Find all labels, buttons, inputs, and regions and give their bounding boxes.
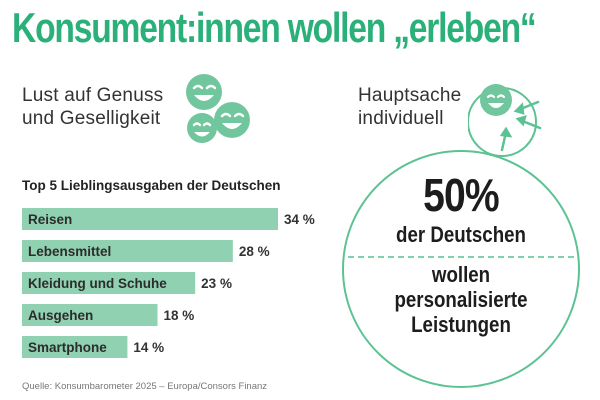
value-label-1: 28 %: [239, 244, 270, 259]
left-subtitle-line-1: Lust auf Genuss: [22, 85, 164, 106]
bar-0: [22, 208, 278, 230]
bar-1: [22, 240, 233, 262]
chart-title: Top 5 Lieblingsausgaben der Deutschen: [22, 178, 281, 193]
smiling-face-with-arrows-icon: [468, 84, 542, 157]
highlight-text-2: wollen personalisierte Leistungen: [360, 262, 562, 337]
right-subtitle: Hauptsache individuell: [358, 84, 461, 130]
value-label-2: 23 %: [201, 276, 232, 291]
highlight-divider: [348, 256, 574, 258]
highlight-text-1: der Deutschen: [396, 222, 526, 247]
bar-3: [22, 304, 158, 326]
bar-label-4: Smartphone: [28, 340, 107, 355]
highlight-text-2-line-1: wollen: [431, 262, 491, 287]
bar-label-0: Reisen: [28, 212, 72, 227]
bar-chart: Reisen 34 % Lebensmittel 28 % Kleidung und S…: [22, 208, 315, 358]
highlight-text-2-line-3: Leistungen: [411, 312, 511, 337]
right-subtitle-line-1: Hauptsache: [358, 85, 462, 106]
bar-4: [22, 336, 128, 358]
value-label-4: 14 %: [133, 340, 164, 355]
laughing-faces-icon: [186, 74, 250, 143]
highlight-value: 50%: [423, 169, 500, 221]
bar-label-2: Kleidung und Schuhe: [28, 276, 167, 291]
highlight-circle: [342, 150, 580, 388]
value-label-0: 34 %: [284, 212, 315, 227]
left-subtitle-line-2: und Geselligkeit: [22, 108, 161, 129]
source-note: Quelle: Konsumbarometer 2025 – Europa/Co…: [22, 381, 268, 392]
bar-2: [22, 272, 196, 294]
page-title: Konsument:innen wollen „erleben“: [12, 4, 537, 51]
highlight-text-2-line-2: personalisierte: [394, 287, 528, 312]
bar-label-1: Lebensmittel: [28, 244, 111, 259]
value-label-3: 18 %: [164, 308, 195, 323]
bar-label-3: Ausgehen: [28, 308, 93, 323]
left-subtitle: Lust auf Genuss und Geselligkeit: [22, 84, 163, 130]
right-subtitle-line-2: individuell: [358, 108, 444, 129]
